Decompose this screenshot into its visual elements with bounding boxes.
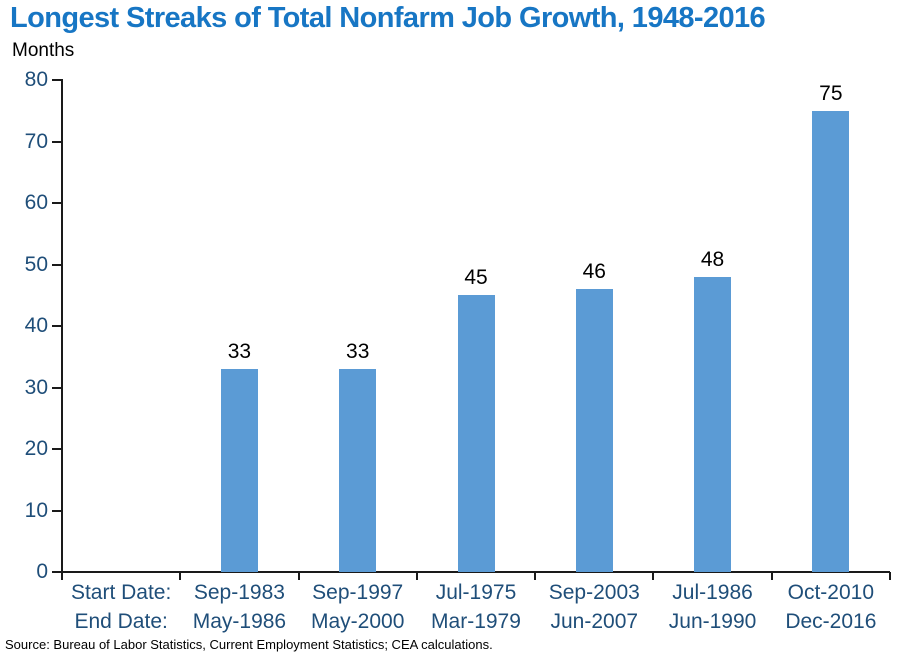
bar-value-label: 48 xyxy=(700,247,725,271)
y-axis-tick xyxy=(52,571,62,573)
y-axis-tick xyxy=(52,509,62,512)
x-axis-line xyxy=(61,571,890,573)
bar xyxy=(575,289,613,572)
start-date-label: Jul-1986 xyxy=(672,581,753,604)
y-tick-label: 50 xyxy=(24,252,48,276)
y-tick-label: 20 xyxy=(24,437,48,460)
y-tick-label: 80 xyxy=(24,68,48,91)
y-axis-tick xyxy=(52,140,62,143)
y-axis-tick xyxy=(52,325,62,327)
y-tick-label: 60 xyxy=(24,191,48,214)
y-tick-label: 70 xyxy=(24,129,48,153)
y-axis-tick xyxy=(52,386,62,389)
row-header-start: Start Date: xyxy=(70,581,172,604)
bar-value-label: 45 xyxy=(464,266,488,290)
bar xyxy=(694,276,732,572)
end-date-label: Dec-2016 xyxy=(785,610,877,633)
y-axis-tick xyxy=(52,202,62,204)
bar xyxy=(812,110,850,572)
bar-value-label: 33 xyxy=(346,340,370,364)
row-header-end: End Date: xyxy=(74,610,168,633)
y-tick-label: 10 xyxy=(24,498,48,522)
bar xyxy=(339,369,377,572)
bar-value-label: 33 xyxy=(227,340,252,364)
x-axis-tick xyxy=(297,572,300,580)
end-date-label: May-2000 xyxy=(311,610,405,633)
y-axis-tick xyxy=(52,263,62,266)
bar-value-label: 75 xyxy=(819,81,843,105)
y-axis-unit-label: Months xyxy=(12,40,75,61)
end-date-label: May-1986 xyxy=(192,610,287,633)
y-axis-line xyxy=(61,79,63,580)
start-date-label: Jul-1975 xyxy=(435,581,517,604)
y-axis-tick xyxy=(52,79,62,81)
end-date-label: Jun-2007 xyxy=(550,610,639,633)
x-axis-tick xyxy=(415,572,418,580)
start-date-label: Sep-1983 xyxy=(193,581,285,604)
bar xyxy=(457,295,495,572)
x-axis-tick xyxy=(179,572,182,580)
start-date-label: Oct-2010 xyxy=(787,581,875,604)
y-tick-label: 40 xyxy=(24,314,48,337)
source-note: Source: Bureau of Labor Statistics, Curr… xyxy=(5,637,493,652)
y-axis-tick xyxy=(52,448,62,450)
end-date-label: Jun-1990 xyxy=(668,610,757,633)
x-axis-tick xyxy=(652,572,655,580)
start-date-label: Sep-2003 xyxy=(548,581,640,604)
start-date-label: Sep-1997 xyxy=(312,581,404,604)
y-tick-label: 0 xyxy=(36,560,48,583)
end-date-label: Mar-1979 xyxy=(431,610,521,633)
bar xyxy=(220,369,258,572)
x-axis-tick xyxy=(889,572,891,580)
bar-value-label: 46 xyxy=(582,260,606,284)
x-axis-tick xyxy=(770,572,773,580)
chart-title: Longest Streaks of Total Nonfarm Job Gro… xyxy=(10,2,766,34)
y-tick-label: 30 xyxy=(24,375,48,399)
x-axis-tick xyxy=(534,572,537,580)
